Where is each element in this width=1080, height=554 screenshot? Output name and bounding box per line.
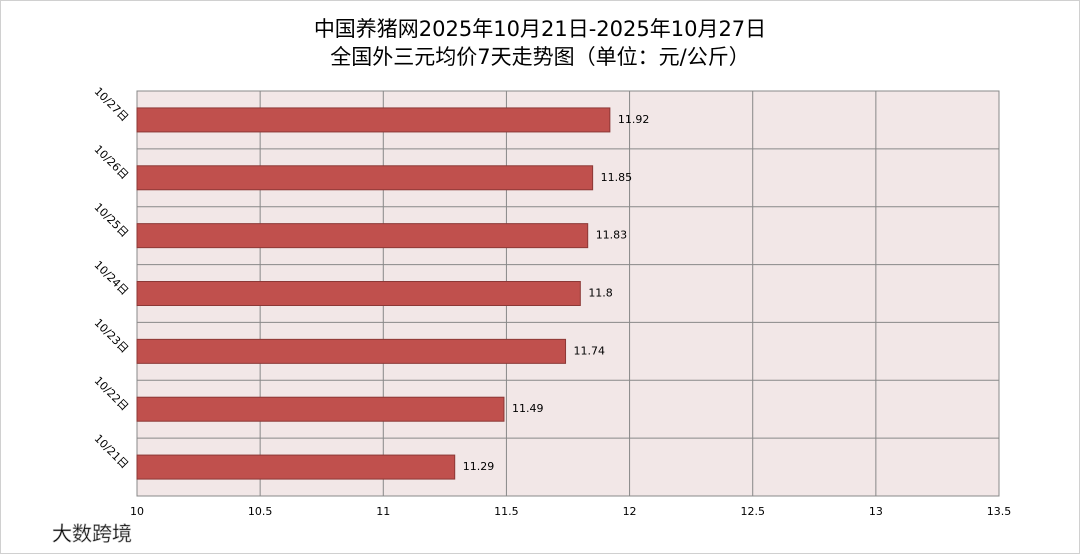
watermark: 大数跨境 [52, 522, 132, 546]
x-tick-label: 10.5 [248, 505, 273, 518]
bar [136, 454, 456, 480]
chart-title: 中国养猪网2025年10月21日-2025年10月27日 [314, 17, 766, 41]
value-label: 11.49 [512, 402, 543, 415]
bar [136, 165, 594, 191]
bar [136, 396, 505, 422]
x-tick-label: 10 [130, 505, 144, 518]
x-tick-label: 12.5 [740, 505, 765, 518]
x-tick-label: 11 [376, 505, 390, 518]
x-tick-label: 11.5 [494, 505, 519, 518]
x-tick-label: 13 [869, 505, 883, 518]
value-label: 11.8 [588, 287, 613, 300]
value-label: 11.92 [618, 113, 650, 126]
bar [136, 107, 611, 133]
bar [136, 338, 567, 364]
value-label: 11.85 [601, 171, 633, 184]
chart-subtitle: 全国外三元均价7天走势图（单位：元/公斤） [330, 45, 749, 69]
x-tick-label: 13.5 [987, 505, 1012, 518]
bar [136, 223, 589, 249]
x-tick-label: 12 [623, 505, 637, 518]
value-label: 11.83 [596, 229, 628, 242]
value-label: 11.29 [463, 460, 495, 473]
bar [136, 281, 581, 306]
value-label: 11.74 [574, 344, 606, 357]
